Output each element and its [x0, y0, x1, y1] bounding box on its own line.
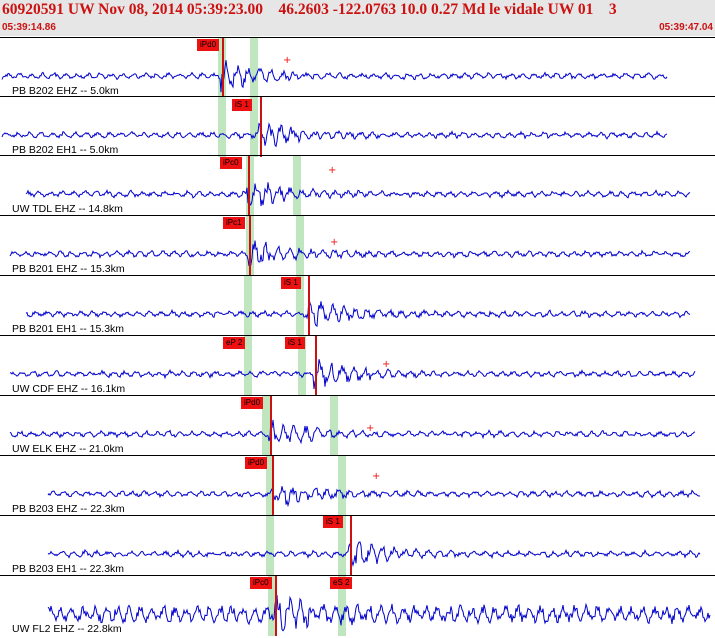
waveform: +: [9, 237, 691, 266]
amplitude-marker: +: [366, 423, 374, 434]
amplitude-marker: +: [330, 237, 338, 248]
pick-window: [266, 456, 274, 516]
station-label: PB B202 EHZ -- 5.0km: [12, 85, 119, 97]
waveform: +: [25, 165, 691, 207]
pick-window: [250, 38, 258, 98]
pick-line[interactable]: [308, 276, 310, 336]
pick-line[interactable]: [315, 336, 317, 396]
waveform: +: [9, 418, 696, 445]
pick-window: [250, 97, 258, 157]
amplitude-marker: +: [283, 55, 291, 66]
pick-window: [246, 156, 254, 216]
trace-row[interactable]: + eP 2 iS 1 UW CDF EHZ -- 16.1km: [0, 335, 715, 396]
waveform: [47, 541, 701, 568]
pick-window: [266, 516, 274, 576]
trace-row[interactable]: iS 1 PB B202 EH1 -- 5.0km: [0, 96, 715, 157]
pick-line[interactable]: [248, 156, 250, 216]
pick-window: [296, 216, 304, 276]
waveform-trace: [25, 182, 691, 207]
waveform-trace: [47, 541, 701, 568]
station-label: PB B203 EH1 -- 22.3km: [12, 563, 125, 575]
pick-window: [293, 156, 301, 216]
pick-line[interactable]: [270, 396, 272, 456]
trace-row[interactable]: + iPd0 PB B203 EHZ -- 22.3km: [0, 455, 715, 516]
station-label: PB B203 EHZ -- 22.3km: [12, 503, 125, 515]
pick-window: [296, 276, 304, 336]
pick-window: [298, 336, 306, 396]
trace-row[interactable]: + iPc1 PB B201 EHZ -- 15.3km: [0, 215, 715, 276]
pick-window: [262, 396, 270, 456]
phase-pick-label[interactable]: iS 1: [232, 99, 252, 111]
trace-row[interactable]: + iPd0 UW ELK EHZ -- 21.0km: [0, 395, 715, 456]
phase-pick-label[interactable]: iPd0: [241, 397, 264, 409]
phase-pick-label[interactable]: iS 1: [323, 516, 343, 528]
station-label: UW ELK EHZ -- 21.0km: [12, 443, 124, 455]
phase-pick-label[interactable]: iS 1: [285, 337, 305, 349]
waveform-trace: [9, 418, 696, 445]
amplitude-marker: +: [328, 165, 336, 176]
phase-pick-label[interactable]: eS 2: [330, 577, 353, 589]
waveform: [47, 594, 711, 632]
record-header: 60920591 UW Nov 08, 2014 05:39:23.00 46.…: [0, 0, 715, 36]
end-time: 05:39:47.04: [659, 22, 713, 33]
pick-window: [244, 276, 252, 336]
event-title: 60920591 UW Nov 08, 2014 05:39:23.00 46.…: [2, 1, 617, 18]
start-time: 05:39:14.86: [2, 22, 56, 33]
phase-pick-label[interactable]: iPc1: [223, 217, 245, 229]
trace-row[interactable]: iS 1 PB B201 EH1 -- 15.3km: [0, 275, 715, 336]
phase-pick-label[interactable]: iPd0: [245, 457, 268, 469]
station-label: PB B201 EHZ -- 15.3km: [12, 263, 125, 275]
station-label: PB B202 EH1 -- 5.0km: [12, 144, 119, 156]
phase-pick-label[interactable]: eP 2: [223, 337, 246, 349]
pick-window: [244, 336, 252, 396]
pick-line[interactable]: [272, 456, 274, 516]
waveform: +: [47, 471, 701, 508]
pick-window: [218, 97, 226, 157]
waveform-trace: [1, 122, 668, 148]
station-label: UW CDF EHZ -- 16.1km: [12, 383, 126, 395]
waveform-trace: [1, 60, 668, 93]
waveform-trace: [25, 297, 691, 327]
trace-row[interactable]: iPc0 eS 2 UW FL2 EHZ -- 22.8km: [0, 575, 715, 636]
phase-pick-label[interactable]: iS 1: [281, 277, 301, 289]
trace-row[interactable]: + iPc0 UW TDL EHZ -- 14.8km: [0, 155, 715, 216]
waveform: [25, 297, 691, 327]
pick-window: [338, 576, 346, 636]
station-label: UW FL2 EHZ -- 22.8km: [12, 623, 122, 635]
waveform-trace: [47, 594, 711, 632]
pick-line[interactable]: [275, 576, 277, 636]
phase-pick-label[interactable]: iPc0: [250, 577, 272, 589]
pick-window: [330, 396, 338, 456]
station-label: UW TDL EHZ -- 14.8km: [12, 203, 123, 215]
waveform: [1, 122, 668, 148]
phase-pick-label[interactable]: iPc0: [220, 157, 242, 169]
pick-line[interactable]: [249, 216, 251, 276]
phase-pick-label[interactable]: iPd0: [197, 39, 220, 51]
station-label: PB B201 EH1 -- 15.3km: [12, 323, 125, 335]
waveform-trace: [9, 359, 696, 390]
waveform: +: [1, 55, 668, 93]
pick-window: [338, 516, 346, 576]
waveform: +: [9, 359, 696, 390]
waveform-trace: [47, 486, 701, 508]
amplitude-marker: +: [382, 359, 390, 370]
pick-line[interactable]: [222, 38, 224, 98]
pick-line[interactable]: [260, 97, 262, 157]
pick-window: [338, 456, 346, 516]
pick-window: [268, 576, 276, 636]
trace-row[interactable]: + iPd0 PB B202 EHZ -- 5.0km: [0, 37, 715, 98]
amplitude-marker: +: [372, 471, 380, 482]
pick-line[interactable]: [350, 516, 352, 576]
waveform-trace: [9, 240, 691, 266]
trace-row[interactable]: iS 1 PB B203 EH1 -- 22.3km: [0, 515, 715, 576]
